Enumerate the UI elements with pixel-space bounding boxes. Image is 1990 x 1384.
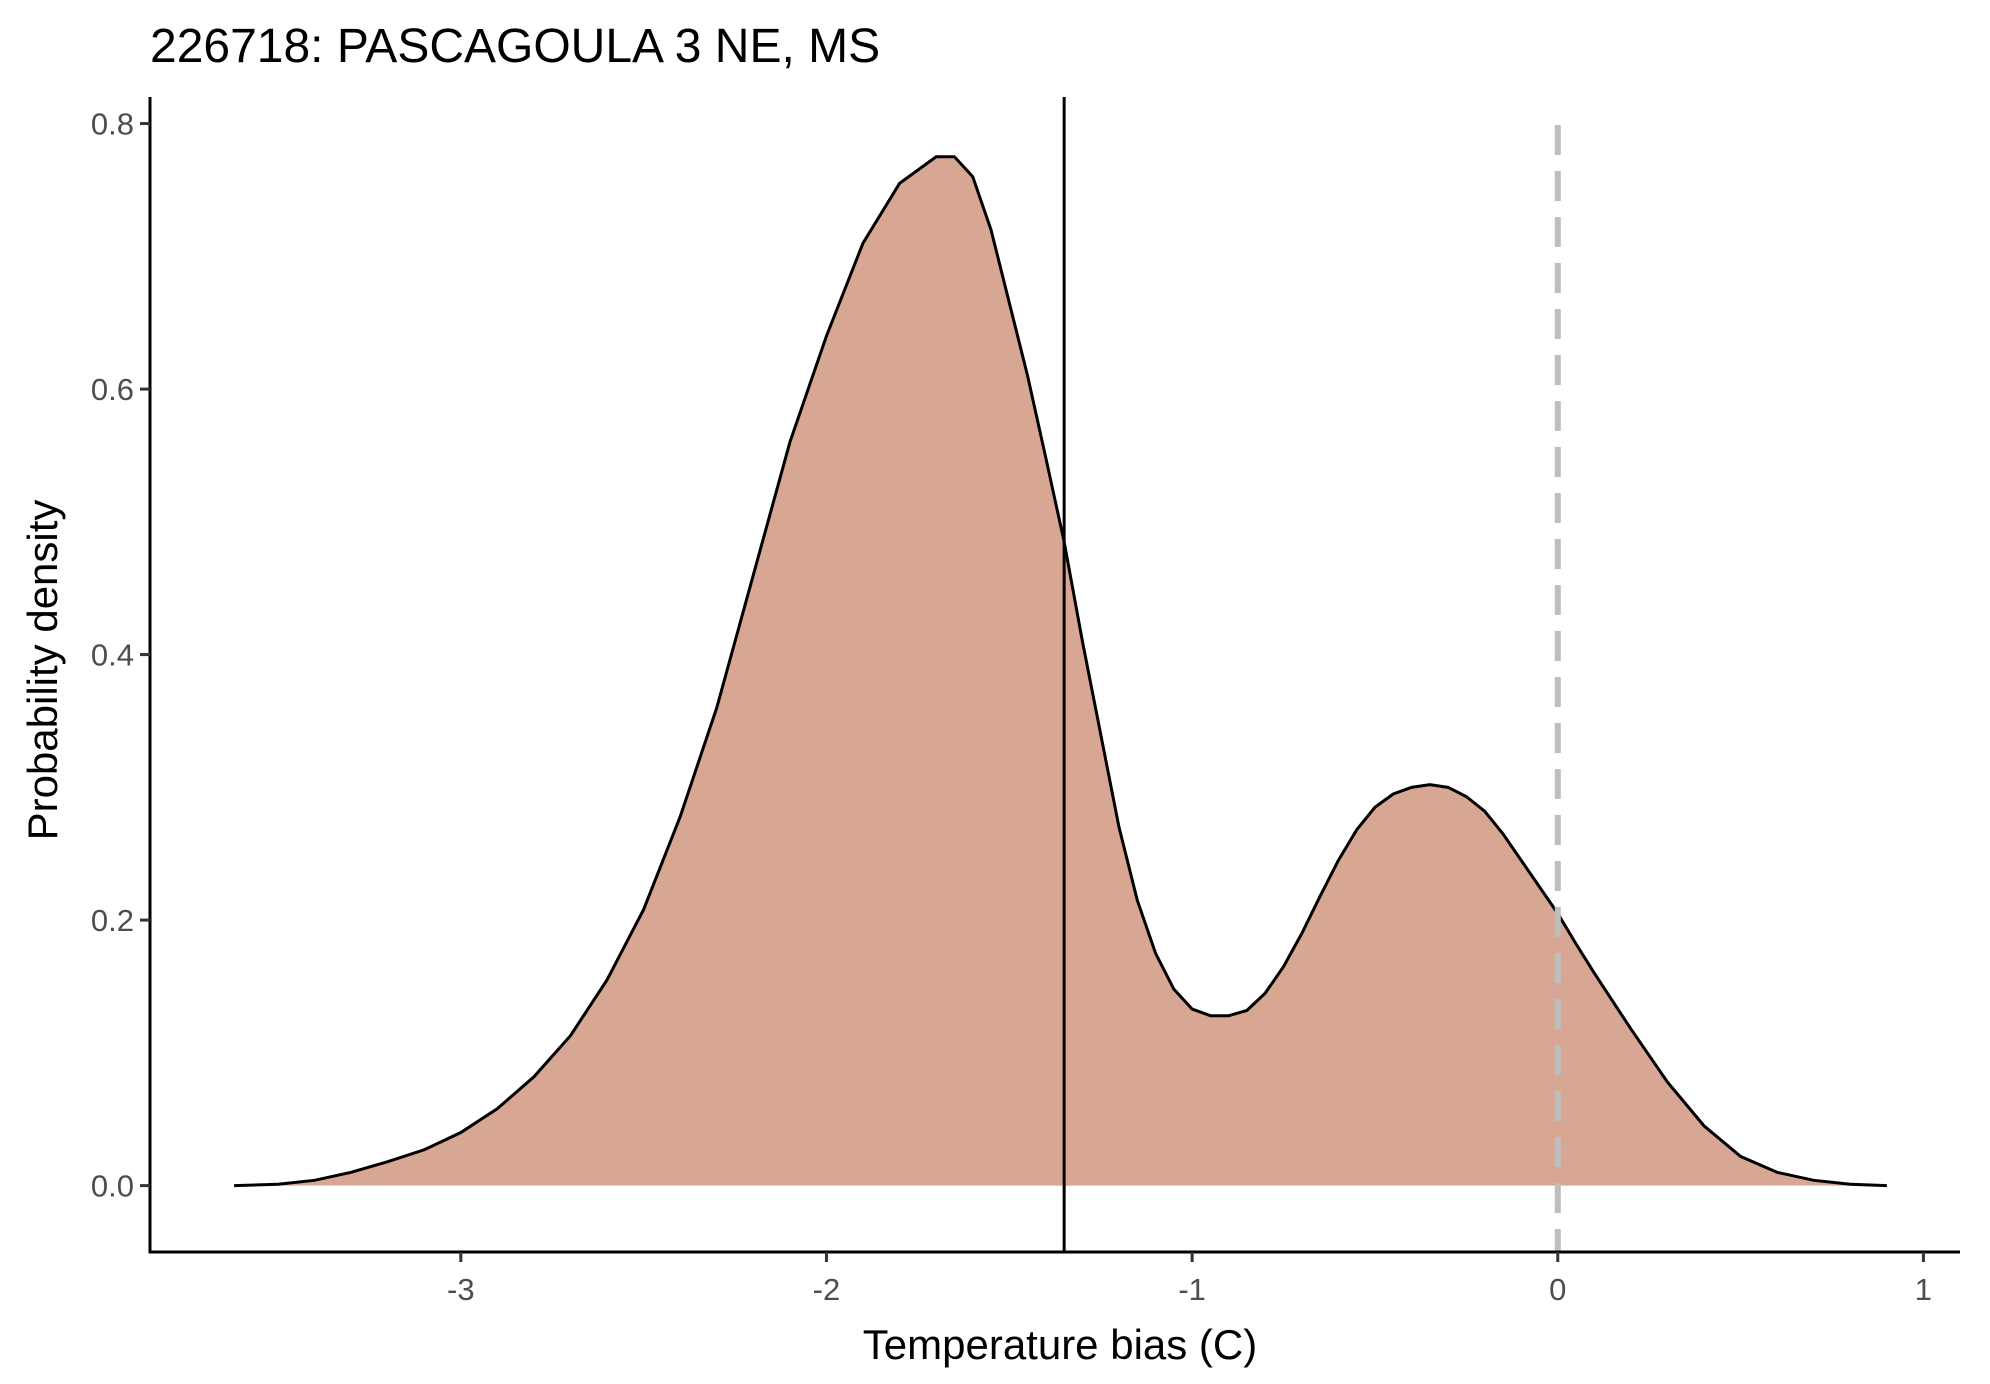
plot-area: [234, 97, 1887, 1252]
y-tick-label: 0.8: [91, 107, 134, 142]
x-axis: -3 -2 -1 0 1: [148, 1250, 1960, 1307]
x-tick-label: -3: [447, 1272, 475, 1307]
y-tick-label: 0.6: [91, 372, 134, 407]
y-axis: 0.0 0.2 0.4 0.6 0.8: [91, 97, 152, 1254]
density-line: [234, 155, 1887, 1188]
y-tick-label: 0.2: [91, 903, 134, 938]
y-axis-title: Probability density: [19, 500, 66, 841]
y-tick-label: 0.0: [91, 1169, 134, 1204]
x-tick-label: -1: [1178, 1272, 1206, 1307]
x-tick-label: -2: [813, 1272, 841, 1307]
chart-title: 226718: PASCAGOULA 3 NE, MS: [150, 20, 880, 73]
x-tick-label: 1: [1915, 1272, 1932, 1307]
x-axis-title: Temperature bias (C): [863, 1321, 1257, 1368]
density-fill: [234, 156, 1887, 1186]
x-tick-label: 0: [1549, 1272, 1566, 1307]
y-tick-label: 0.4: [91, 638, 134, 673]
